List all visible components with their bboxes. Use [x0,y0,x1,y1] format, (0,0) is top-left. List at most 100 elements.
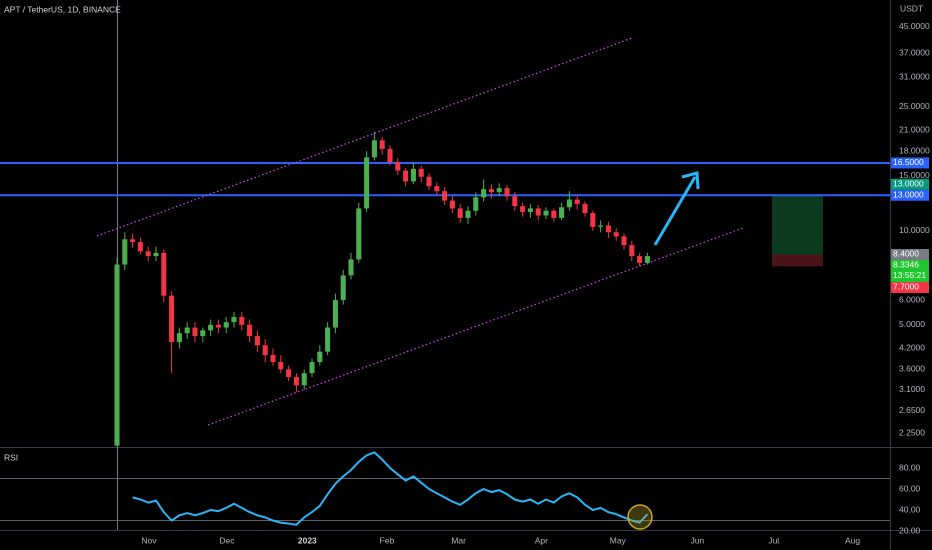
candle-body [543,210,549,216]
candle-body [559,207,565,218]
price-tag [891,189,929,201]
rsi-highlight [627,504,653,530]
y-tick-label: 5.0000 [899,319,925,329]
candle-body [590,213,596,227]
candle-body [566,199,572,208]
price-tag-label: 7.7000 [893,282,919,292]
candle-body [621,236,627,246]
candle-body [114,264,120,446]
candle-body [473,197,479,211]
candle-body [387,148,393,163]
y-tick-label: 31.0000 [899,72,930,82]
x-tick-label: Feb [380,535,395,545]
candle-body [169,295,175,343]
axis-title: USDT [900,3,923,13]
x-tick-label: 2023 [298,535,317,545]
price-tag [891,178,929,190]
price-tag [891,281,929,293]
y-tick-label: 3.1000 [899,384,925,394]
candle-body [208,324,214,331]
chart-title: APT / TetherUS, 1D, BINANCE [4,4,121,14]
candle-body [270,355,276,363]
candle-body [301,373,307,386]
candle-body [527,208,533,212]
candle-body [410,168,416,182]
candle-body [582,203,588,214]
x-tick-label: Nov [141,535,157,545]
candle-body [488,189,494,193]
candle-body [426,176,432,187]
candle-body [637,256,643,263]
candle-body [520,206,526,212]
candle-body [231,316,237,323]
price-tag-label: 8.4000 [893,249,919,259]
price-tag-label: 8.3346 [893,260,919,270]
candle-body [574,199,580,204]
candle-body [465,210,471,218]
candle-body [364,157,370,209]
price-tag-label: 16.5000 [893,157,924,167]
y-tick-label: 21.0000 [899,125,930,135]
candle-body [161,252,167,296]
price-pane [0,131,890,526]
position-loss-zone [772,254,823,267]
candle-body [153,252,159,257]
candle-body [551,210,557,218]
candle-body [309,362,315,374]
rsi-title: RSI [4,452,18,462]
candle-body [293,377,299,386]
price-tag [891,248,929,260]
candle-body [176,333,182,343]
candle-body [262,345,268,356]
y-tick-label: 25.0000 [899,101,930,111]
price-countdown: 13:55:21 [893,270,926,280]
candle-body [356,208,362,260]
y-tick-label: 15.0000 [899,170,930,180]
candle-body [130,239,136,243]
y-tick-label: 10.0000 [899,225,930,235]
x-tick-label: Mar [451,535,466,545]
candle-body [278,362,284,370]
position-profit-zone [772,195,823,255]
arrow-shaft [653,176,697,246]
candle-body [496,188,502,193]
candle-body [418,168,424,177]
candle-body [644,256,650,263]
candle-body [457,208,463,218]
rsi-line [132,451,649,526]
y-tick-label: 18.0000 [899,145,930,155]
candle-body [325,327,331,352]
candle-body [137,242,143,252]
candle-body [286,369,292,378]
candle-body [395,162,401,171]
candle-body [317,351,323,363]
price-tag [891,157,929,169]
candle-body [379,140,385,149]
candle-body [512,196,518,207]
channel-lower [207,227,744,426]
candle-body [200,330,206,337]
candle-body [629,245,635,257]
candle-body [442,191,448,201]
candle-body [223,322,229,328]
channel-upper [96,37,633,237]
axes: 45.0000 37.0000 31.0000 25.0000 21.0000 18.00… [141,21,930,545]
y-tick-label: 60.00 [899,483,921,493]
candle-body [403,170,409,182]
candle-body [504,188,510,197]
y-tick-label: 45.0000 [899,21,930,31]
candle-body [340,275,346,301]
x-tick-label: Apr [535,535,548,545]
candle-body [254,336,260,346]
candle-body [215,324,221,328]
candle-body [184,327,190,334]
y-tick-label: 6.0000 [899,294,925,304]
candle-body [613,232,619,237]
candle-body [598,225,604,227]
candle-body [535,208,541,216]
price-tag [891,259,929,282]
y-tick-label: 2.2500 [899,427,925,437]
